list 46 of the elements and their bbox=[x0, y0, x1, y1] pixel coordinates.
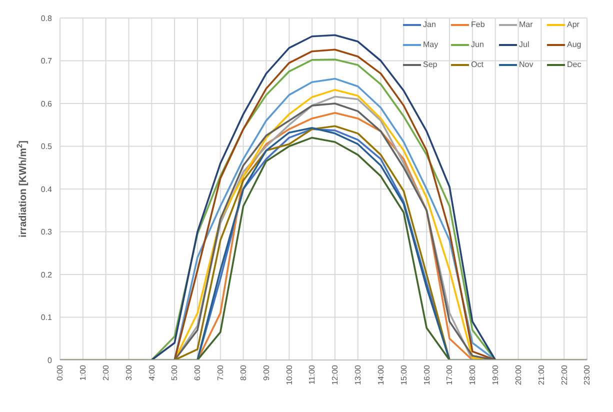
legend-label: Apr bbox=[567, 20, 580, 29]
x-tick-label: 5:00 bbox=[170, 364, 180, 381]
y-tick-label: 0.4 bbox=[40, 184, 53, 194]
x-tick-label: 8:00 bbox=[238, 364, 248, 381]
x-tick-label: 12:00 bbox=[330, 364, 340, 386]
x-tick-label: 17:00 bbox=[445, 364, 454, 386]
x-tick-label: 16:00 bbox=[422, 364, 432, 386]
y-tick-label: 0.6 bbox=[40, 99, 53, 108]
x-tick-label: 2:00 bbox=[102, 364, 111, 381]
legend-label: Jan bbox=[423, 20, 436, 29]
y-tick-label: 0.5 bbox=[40, 142, 53, 152]
legend-label: Nov bbox=[519, 60, 534, 69]
x-tick-label: 4:00 bbox=[147, 364, 156, 381]
x-tick-label: 15:00 bbox=[399, 364, 408, 386]
x-tick-label: 11:00 bbox=[308, 364, 317, 384]
y-tick-label: 0.1 bbox=[40, 313, 53, 322]
y-tick-label: 0.2 bbox=[40, 270, 53, 280]
x-tick-label: 19:00 bbox=[491, 364, 500, 386]
legend-label: Feb bbox=[471, 20, 485, 29]
legend-label: Aug bbox=[567, 40, 582, 49]
x-tick-label: 14:00 bbox=[376, 364, 386, 386]
x-tick-label: 10:00 bbox=[284, 364, 294, 386]
legend-label: Dec bbox=[567, 60, 582, 69]
x-tick-label: 3:00 bbox=[124, 364, 134, 381]
x-tick-label: 6:00 bbox=[193, 364, 202, 381]
x-tick-label: 21:00 bbox=[536, 364, 546, 386]
line-series bbox=[59, 136, 588, 360]
x-tick-label: 9:00 bbox=[262, 364, 271, 381]
x-tick-label: 18:00 bbox=[468, 364, 478, 386]
y-tick-label: 0.3 bbox=[40, 228, 53, 237]
legend-label: Sep bbox=[423, 60, 438, 69]
x-tick-label: 0:00 bbox=[56, 364, 65, 381]
x-tick-label: 20:00 bbox=[514, 364, 523, 386]
x-tick-label: 7:00 bbox=[216, 364, 226, 381]
y-tick-label: 0.7 bbox=[40, 56, 53, 66]
y-tick-label: 0 bbox=[48, 356, 53, 365]
y-tick-label: 0.8 bbox=[40, 14, 53, 23]
x-tick-label: 13:00 bbox=[354, 364, 363, 386]
legend-label: Mar bbox=[519, 20, 533, 29]
legend-label: Jun bbox=[471, 40, 484, 49]
legend-label: Jul bbox=[519, 40, 530, 49]
x-tick-label: 22:00 bbox=[560, 364, 569, 386]
legend-label: Oct bbox=[471, 60, 484, 69]
x-tick-label: 23:00 bbox=[582, 364, 592, 386]
x-tick-label: 1:00 bbox=[78, 364, 88, 381]
legend-label: May bbox=[423, 40, 438, 49]
